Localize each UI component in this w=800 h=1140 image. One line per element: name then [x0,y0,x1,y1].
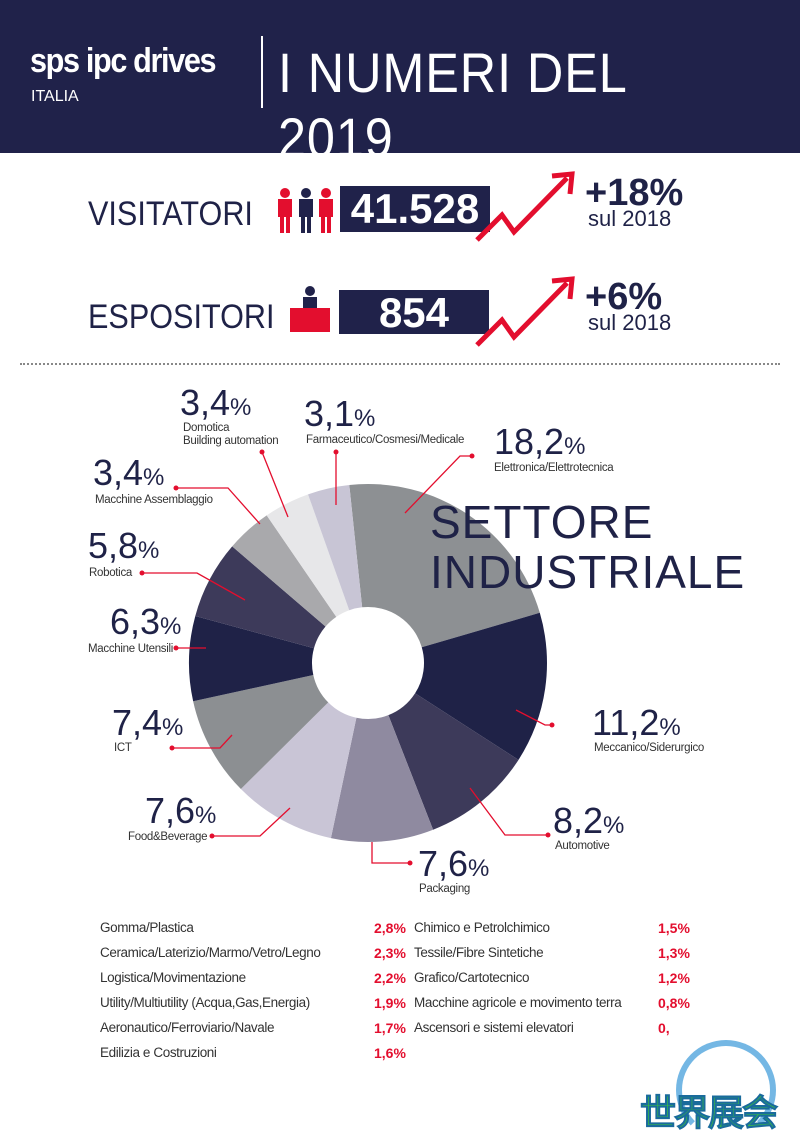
other-sector-name: Grafico/Cartotecnico [414,970,530,985]
leader-line [404,455,472,514]
other-sector-name: Tessile/Fibre Sintetiche [414,945,544,960]
category-label: ICT [114,742,132,754]
pie-slice [415,612,548,760]
other-sector-value: 1,6% [374,1045,406,1061]
chart-title-line: SETTORE [430,496,654,548]
data-label: 11,2% [592,702,681,743]
data-label: 3,4% [93,452,165,493]
data-label: 3,4% [180,382,252,423]
category-label: Macchine Utensili [88,643,174,655]
pie-slice [266,494,350,617]
category-label: Food&Beverage [128,831,208,843]
exhibitors-count: 854 [339,290,489,336]
visitors-growth: +18% [585,172,684,214]
category-label: Macchine Assemblaggio [95,494,213,506]
other-sector-value: 1,7% [374,1020,406,1036]
other-sector-value: 1,2% [658,970,690,986]
data-label: 5,8% [88,525,160,566]
leader-line [172,734,233,749]
other-sector-name: Aeronautico/Ferroviario/Navale [100,1020,275,1035]
other-sector-value: 2,3% [374,945,406,961]
pie-slice [388,693,519,830]
other-sector-name: Macchine agricole e movimento terra [414,995,622,1010]
leader-dots [139,449,555,866]
leader-line [176,487,261,525]
exhibitor-booth-icon [290,286,330,332]
pie-slice [330,715,434,842]
pie-slice [193,674,329,790]
pie-slice [240,702,357,839]
other-sector-value: 1,5% [658,920,690,936]
category-label: Robotica [89,567,132,579]
leader-lines [142,451,552,864]
data-label: 7,6% [418,843,490,884]
exhibitors-label: ESPOSITORI [88,298,275,336]
leader-line [212,807,291,837]
visitors-compare: sul 2018 [588,206,672,231]
other-sector-name: Utility/Multiutility (Acqua,Gas,Energia) [100,995,310,1010]
other-sector-name: Logistica/Movimentazione [100,970,246,985]
category-label: Domotica Building automation [183,422,279,447]
leader-line [261,451,289,518]
visitors-people-icon [278,188,333,233]
pie-slice [189,615,314,702]
other-sector-name: Chimico e Petrolchimico [414,920,550,935]
exhibitors-compare: sul 2018 [588,310,672,335]
other-sector-value: 0,8% [658,995,690,1011]
category-label: Farmaceutico/Cosmesi/Medicale [306,434,465,446]
pie-slice [232,515,337,627]
chart-title: SETTORE INDUSTRIALE [430,497,745,597]
page-title: I NUMERI DEL 2019 [278,41,626,169]
leader-line [469,787,548,836]
chart-title-line: INDUSTRIALE [430,546,746,598]
pie-slice [308,484,363,611]
leader-line [371,842,410,864]
leader-line [142,572,246,601]
visitors-label: VISITATORI [88,195,253,233]
category-label: Meccanico/Siderurgico [594,742,705,754]
growth-arrow-icon [475,171,575,242]
other-sector-name: Gomma/Plastica [100,920,194,935]
other-sector-value: 0, [658,1020,670,1036]
category-label: Packaging [419,883,471,895]
other-sector-name: Ceramica/Laterizio/Marmo/Vetro/Legno [100,945,321,960]
data-label: 7,4% [112,702,184,743]
other-sector-value: 1,9% [374,995,406,1011]
other-sector-name: Ascensori e sistemi elevatori [414,1020,574,1035]
growth-arrow-icon [475,276,575,347]
category-label: Automotive [555,840,610,852]
other-sector-value: 1,3% [658,945,690,961]
pie-slice [195,546,326,649]
exhibitors-growth: +6% [585,276,663,318]
logo-subtitle: ITALIA [31,88,79,105]
watermark-logo: 世界展会 [639,1092,778,1134]
data-label: 18,2% [494,421,586,462]
header-banner: sps ipc drives ITALIA I NUMERI DEL 2019 [0,0,800,169]
data-label: 7,6% [145,790,217,831]
logo: sps ipc drives [30,42,217,80]
data-label: 3,1% [304,393,376,434]
other-sector-value: 2,2% [374,970,406,986]
divider [261,36,263,108]
watermark-globe-icon [676,1040,776,1140]
data-label: 8,2% [553,800,625,841]
data-label: 6,3% [110,601,182,642]
dotted-separator [20,363,780,365]
other-sector-name: Edilizia e Costruzioni [100,1045,217,1060]
visitors-count: 41.528 [340,186,490,232]
other-sector-value: 2,8% [374,920,406,936]
pie-slice [349,484,540,648]
category-label: Elettronica/Elettrotecnica [494,462,614,474]
